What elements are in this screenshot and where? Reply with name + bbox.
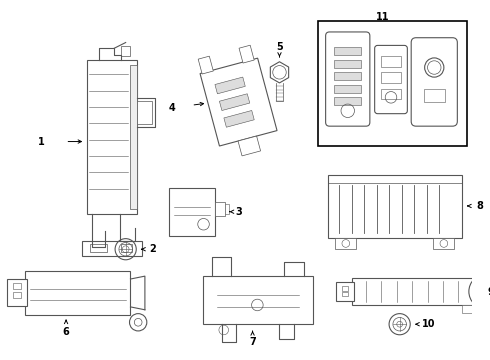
Bar	[215, 77, 245, 94]
Bar	[87, 60, 137, 213]
Bar	[169, 188, 215, 236]
Bar	[334, 97, 361, 105]
Bar	[13, 283, 21, 289]
Bar	[137, 101, 151, 124]
Bar	[129, 65, 137, 209]
Bar	[342, 286, 348, 291]
Bar	[424, 89, 445, 102]
Text: 9: 9	[488, 287, 490, 297]
Bar	[82, 240, 142, 256]
Text: 11: 11	[376, 12, 389, 22]
Bar	[90, 244, 107, 252]
Bar	[462, 305, 474, 313]
Bar	[336, 282, 353, 301]
Bar	[121, 244, 132, 252]
Text: 10: 10	[422, 319, 435, 329]
Bar	[13, 292, 21, 298]
FancyBboxPatch shape	[411, 38, 457, 126]
Bar	[342, 292, 348, 296]
FancyBboxPatch shape	[375, 45, 407, 114]
Bar	[433, 238, 454, 249]
Text: 3: 3	[236, 207, 243, 217]
Bar	[220, 94, 250, 111]
Bar	[238, 136, 261, 156]
Bar	[381, 89, 401, 99]
Bar	[24, 271, 130, 315]
Bar	[334, 72, 361, 80]
Bar	[352, 278, 477, 305]
Bar	[327, 175, 462, 238]
Bar	[225, 204, 229, 213]
Bar	[334, 85, 361, 93]
Text: 4: 4	[169, 103, 175, 113]
Text: 5: 5	[276, 42, 283, 52]
Bar	[318, 21, 467, 147]
Bar	[381, 72, 401, 83]
Text: 6: 6	[63, 327, 70, 337]
Bar	[198, 56, 213, 74]
Bar	[7, 279, 26, 306]
Bar	[202, 276, 313, 324]
Bar	[224, 111, 254, 127]
Bar	[381, 56, 401, 67]
Bar	[334, 60, 361, 68]
Bar	[239, 45, 254, 63]
Bar	[215, 202, 225, 216]
FancyBboxPatch shape	[326, 32, 370, 126]
Text: 1: 1	[38, 136, 45, 147]
Bar	[200, 58, 277, 146]
Bar	[121, 46, 130, 56]
Text: 8: 8	[476, 201, 483, 211]
Bar	[335, 238, 356, 249]
Text: 2: 2	[149, 244, 156, 254]
Bar	[334, 47, 361, 55]
Text: 7: 7	[249, 337, 256, 347]
